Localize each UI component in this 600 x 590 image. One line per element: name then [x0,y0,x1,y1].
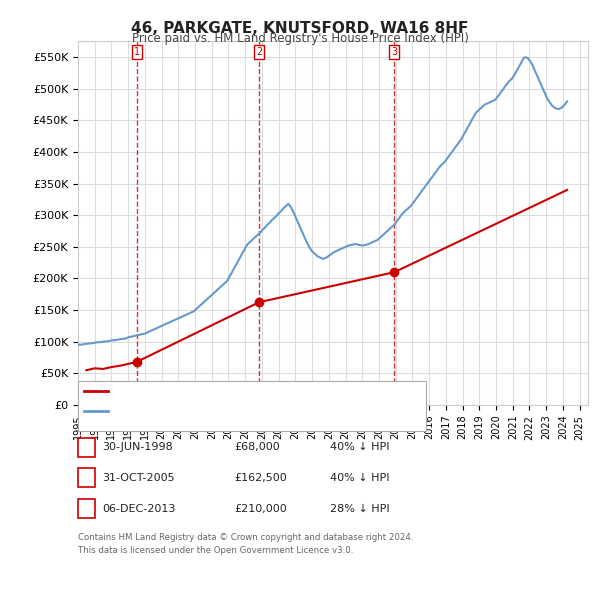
Text: £210,000: £210,000 [234,504,287,513]
Text: £68,000: £68,000 [234,442,280,452]
Text: 28% ↓ HPI: 28% ↓ HPI [330,504,389,513]
Text: HPI: Average price, detached house, Cheshire East: HPI: Average price, detached house, Ches… [111,407,376,416]
Text: This data is licensed under the Open Government Licence v3.0.: This data is licensed under the Open Gov… [78,546,353,555]
Text: 2: 2 [256,47,262,57]
Text: 46, PARKGATE, KNUTSFORD, WA16 8HF: 46, PARKGATE, KNUTSFORD, WA16 8HF [131,21,469,35]
Text: 46, PARKGATE, KNUTSFORD, WA16 8HF (detached house): 46, PARKGATE, KNUTSFORD, WA16 8HF (detac… [111,386,410,396]
Text: 30-JUN-1998: 30-JUN-1998 [102,442,173,452]
Text: 3: 3 [83,504,90,513]
Text: 31-OCT-2005: 31-OCT-2005 [102,473,175,483]
Text: Contains HM Land Registry data © Crown copyright and database right 2024.: Contains HM Land Registry data © Crown c… [78,533,413,542]
Text: £162,500: £162,500 [234,473,287,483]
Text: 06-DEC-2013: 06-DEC-2013 [102,504,175,513]
Text: 3: 3 [391,47,397,57]
Text: Price paid vs. HM Land Registry's House Price Index (HPI): Price paid vs. HM Land Registry's House … [131,32,469,45]
Text: 2: 2 [83,473,90,483]
Text: 1: 1 [83,442,90,452]
Text: 1: 1 [133,47,140,57]
Text: 40% ↓ HPI: 40% ↓ HPI [330,473,389,483]
Text: 40% ↓ HPI: 40% ↓ HPI [330,442,389,452]
